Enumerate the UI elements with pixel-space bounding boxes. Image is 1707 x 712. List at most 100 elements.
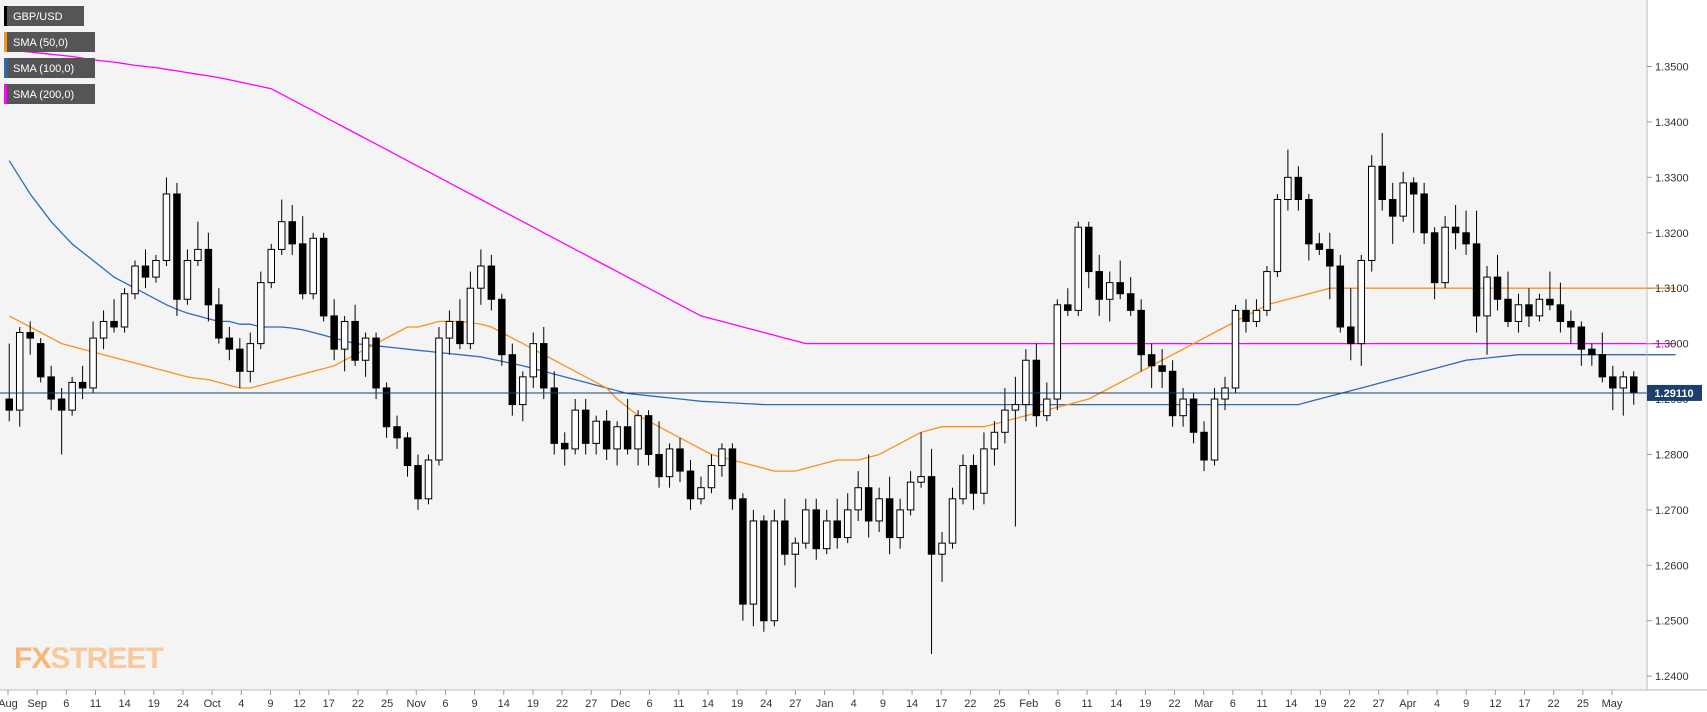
candle	[257, 271, 265, 350]
y-tick-label: 1.3300	[1655, 172, 1689, 184]
candle-body-up	[1619, 376, 1628, 389]
legend-label: GBP/USD	[13, 11, 63, 23]
candle-body-down	[1137, 309, 1145, 356]
fxstreet-logo: FXSTREET	[14, 642, 163, 675]
candle	[1116, 260, 1124, 300]
candle	[1189, 393, 1198, 444]
x-tick-label: 14	[1110, 698, 1122, 710]
x-tick-label: 4	[238, 698, 244, 710]
candle	[707, 454, 716, 494]
candle-body-down	[1472, 243, 1481, 317]
candle	[875, 487, 883, 533]
candle-body-up	[466, 287, 475, 345]
candle-body-up	[980, 448, 988, 494]
candle	[1022, 349, 1030, 422]
candle	[78, 365, 87, 400]
candle	[1556, 282, 1565, 333]
candle	[110, 299, 118, 333]
candle	[204, 232, 213, 322]
candle-body-up	[309, 237, 317, 295]
candle	[487, 254, 496, 311]
legend-label: SMA (50,0)	[13, 37, 68, 49]
legend-item: SMA (100,0)	[4, 58, 95, 78]
candle-body-down	[1588, 348, 1596, 356]
candle-body-down	[110, 320, 118, 328]
candle-body-down	[1525, 304, 1533, 317]
candle	[1126, 277, 1135, 316]
candle-body-up	[948, 498, 957, 544]
candle-body-down	[5, 398, 13, 411]
logo-fx: FX	[14, 642, 51, 675]
candle-body-down	[1388, 199, 1397, 217]
candle-body-down	[1242, 309, 1250, 322]
candle	[1011, 376, 1020, 527]
candle-body-down	[508, 354, 517, 406]
candle	[1315, 232, 1324, 255]
candle-body-down	[403, 437, 412, 467]
candle-body-down	[414, 465, 422, 500]
x-tick-label: 27	[1373, 698, 1385, 710]
x-tick-label: 14	[119, 698, 131, 710]
candle	[1598, 332, 1607, 383]
candle-body-down	[498, 298, 506, 356]
y-tick-label: 1.2600	[1655, 560, 1689, 572]
x-tick-label: 17	[935, 698, 947, 710]
candle	[1483, 266, 1491, 355]
x-tick-label: 27	[789, 698, 801, 710]
candle	[1388, 182, 1397, 244]
x-tick-label: 19	[527, 698, 539, 710]
candle-body-up	[1514, 304, 1523, 322]
x-tick-label: 19	[1139, 698, 1151, 710]
candle-body-up	[592, 420, 600, 444]
candle-body-up	[1483, 276, 1491, 317]
candle-body-up	[802, 509, 810, 544]
candle-body-up	[875, 498, 883, 522]
candle	[1053, 299, 1062, 411]
candle-body-down	[602, 420, 611, 450]
legend-swatch	[4, 32, 7, 52]
candle-body-down	[1126, 293, 1135, 311]
candle-body-down	[1493, 276, 1502, 300]
x-tick-label: 25	[381, 698, 393, 710]
x-tick-label: Nov	[407, 698, 427, 710]
candle	[1043, 382, 1051, 422]
x-tick-label: 6	[1230, 698, 1236, 710]
candle	[1221, 376, 1229, 411]
candle-body-up	[519, 376, 527, 406]
candle	[802, 498, 810, 549]
x-tick-label: 12	[294, 698, 306, 710]
candle	[47, 365, 55, 411]
candle-body-up	[1011, 404, 1020, 411]
candle-body-up	[162, 193, 171, 261]
candle-body-up	[445, 320, 454, 339]
candle-body-down	[1577, 326, 1586, 350]
candle	[571, 399, 579, 455]
candle-body-down	[26, 332, 34, 339]
candle	[1242, 299, 1250, 333]
candle	[1294, 166, 1303, 211]
x-tick-label: 19	[148, 698, 160, 710]
candle-body-down	[319, 237, 328, 317]
candle	[1158, 349, 1166, 388]
candle-body-down	[1095, 271, 1103, 300]
x-tick-label: 22	[1343, 698, 1355, 710]
candle	[529, 332, 538, 388]
legend-item: SMA (200,0)	[4, 84, 95, 104]
candle-body-up	[665, 448, 674, 478]
candle-body-down	[288, 221, 296, 245]
x-tick-label: 22	[352, 698, 364, 710]
candle-body-up	[906, 481, 915, 511]
candle-body-up	[770, 520, 779, 622]
candle-body-up	[613, 426, 621, 450]
y-tick-label: 1.3000	[1655, 339, 1689, 351]
candle	[466, 271, 475, 350]
candle-body-up	[152, 259, 160, 278]
candle	[456, 299, 464, 350]
candle-body-down	[833, 520, 841, 539]
candle-body-up	[99, 320, 108, 339]
candle-body-down	[1189, 398, 1198, 433]
logo-street: STREET	[50, 642, 163, 675]
candle	[1409, 177, 1418, 233]
candle-body-down	[560, 442, 569, 450]
